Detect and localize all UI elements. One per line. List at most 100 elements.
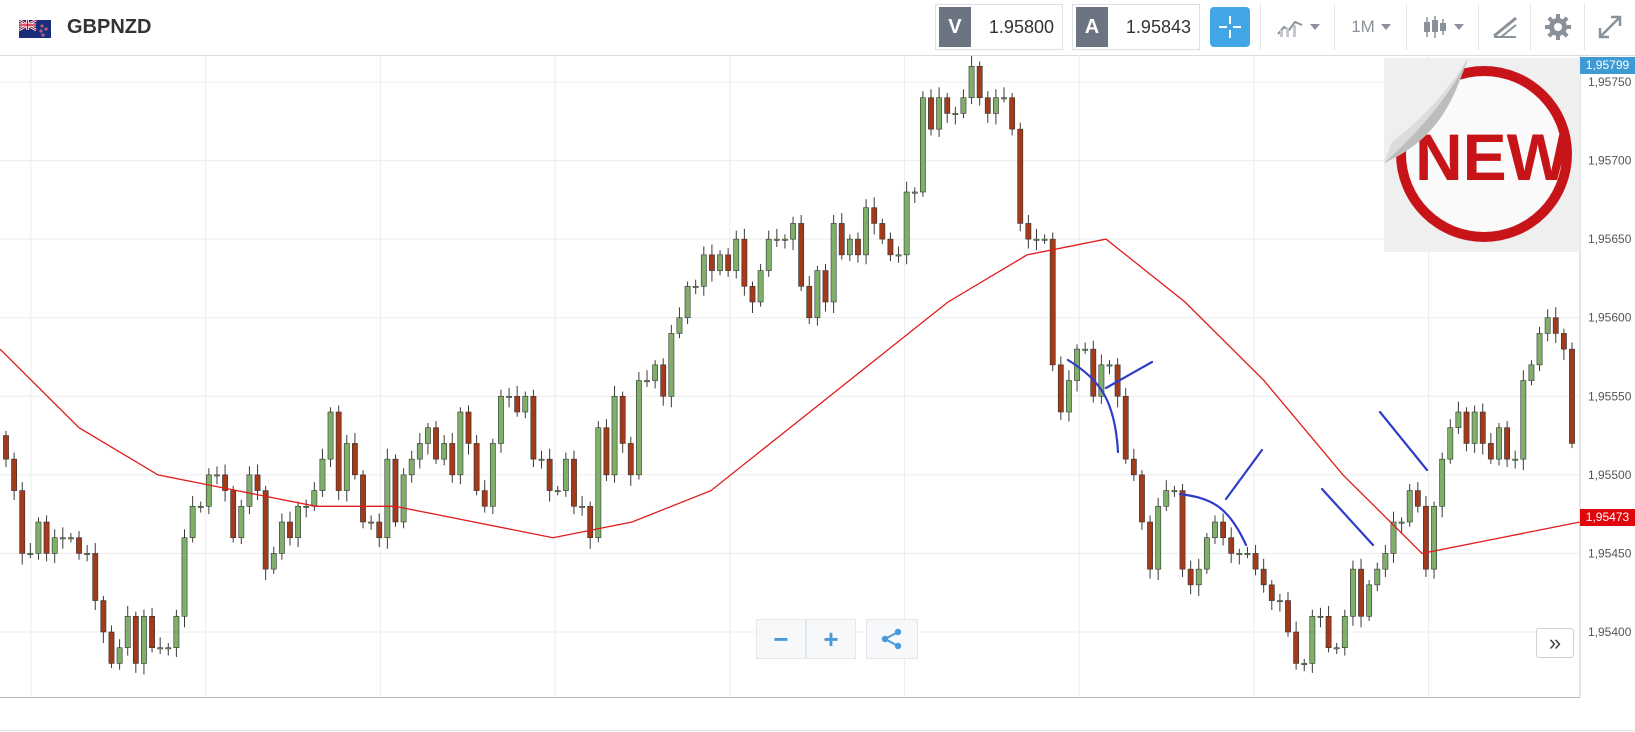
annotation-line-1 [1104,360,1154,390]
instrument-symbol[interactable]: GBPNZD [67,16,152,38]
crosshair-button[interactable] [1210,7,1250,47]
bear-candle [546,458,553,491]
bear-candle [879,223,886,240]
candles [3,55,1575,675]
bull-candle [214,474,220,477]
bear-candle [108,631,115,664]
sticker-text: NEW [1415,120,1570,194]
bear-candle [1285,600,1291,633]
bull-candle [124,615,131,649]
bull-candle [368,521,375,524]
bear-candle [100,600,107,633]
candle-style-button[interactable] [1408,4,1478,50]
bull-candle [1512,458,1519,461]
bear-candle [976,65,983,99]
share-button[interactable] [866,619,918,659]
bull-candle [579,505,585,508]
bear-candle [1569,348,1575,444]
bull-candle [1520,380,1527,460]
gb-nz-flag-icon [19,20,51,38]
bull-candle [1366,584,1373,617]
bear-candle [433,427,439,460]
bull-candle [700,254,707,287]
annotation-line-2 [1224,448,1264,501]
bull-candle [1350,568,1356,617]
new-sticker-image: NEW [1384,58,1580,252]
timeframe-label: 1M [1351,17,1375,36]
bear-candle [1025,223,1032,240]
chart-type-button[interactable] [1262,4,1334,50]
bear-candle [1504,427,1510,460]
bull-candle [157,647,164,650]
sell-price-button[interactable]: V 1.95800 [935,4,1063,50]
bear-candle [132,615,139,664]
bull-candle [416,443,423,460]
bull-candle [1171,490,1178,493]
sell-price: 1.95800 [988,16,1054,37]
price-axis: 1,95750 1,95700 1,95650 1,95600 1,95550 1,955… [1588,75,1632,639]
bull-candle [278,521,285,554]
bear-candle [481,490,488,507]
bear-candle [530,395,537,460]
zoom-in-button[interactable]: + [806,619,856,659]
bull-candle [1390,521,1397,554]
bear-candle [1552,317,1559,334]
fullscreen-button[interactable] [1586,4,1634,50]
bull-candle [189,505,196,539]
bear-candle [725,254,732,271]
buy-price-button[interactable]: A 1.95843 [1072,4,1200,50]
bear-candle [392,458,399,523]
bear-candle [1122,395,1129,460]
bull-candle [790,223,796,240]
footer-divider [0,730,1635,731]
collapse-panel-button[interactable]: » [1536,628,1574,658]
share-icon [881,628,902,650]
y-tick-label: 1,95500 [1588,468,1632,482]
zoom-out-button[interactable]: − [756,619,806,659]
bull-candle [1333,647,1340,650]
bull-candle [457,411,464,476]
bear-candle [587,505,594,539]
bull-candle [717,254,723,271]
bear-candle [92,553,99,601]
bear-candle [230,490,237,539]
annotation-curve-2 [1178,492,1248,547]
bull-candle [1041,238,1048,241]
bear-candle [1463,411,1470,444]
bear-candle [1057,364,1064,413]
bull-candle [84,553,91,555]
bull-candle [59,537,66,540]
bull-candle [205,474,212,507]
bull-candle [1212,521,1218,539]
bull-candle [319,458,326,491]
high-price-tag: 1,95799 [1580,57,1635,74]
bull-candle [773,238,780,241]
timeframe-selector[interactable]: 1M [1336,4,1406,50]
settings-button[interactable] [1532,4,1584,50]
bear-candle [3,435,9,460]
gear-icon [1545,14,1571,40]
drawing-tools-icon [1493,16,1517,38]
bull-candle [676,317,683,334]
bull-candle [311,490,318,507]
bull-candle [1528,364,1535,381]
bull-candle [1098,364,1105,397]
bull-candle [895,254,902,257]
bear-candle [335,411,342,491]
bull-candle [51,537,58,554]
bull-candle [1447,427,1454,460]
drawing-tools-button[interactable] [1480,4,1530,50]
bear-candle [1090,348,1097,397]
bear-candle [1325,615,1332,649]
bull-candle [1203,537,1210,570]
bull-candle [644,380,650,383]
bull-candle [668,333,675,397]
bull-candle [1155,505,1162,570]
y-tick-label: 1,95700 [1588,154,1632,168]
bull-candle [1082,348,1089,351]
bull-candle [27,553,34,555]
bull-candle [343,443,350,491]
bear-candle [11,458,18,491]
bear-candle [287,521,293,539]
bear-candle [19,490,26,554]
